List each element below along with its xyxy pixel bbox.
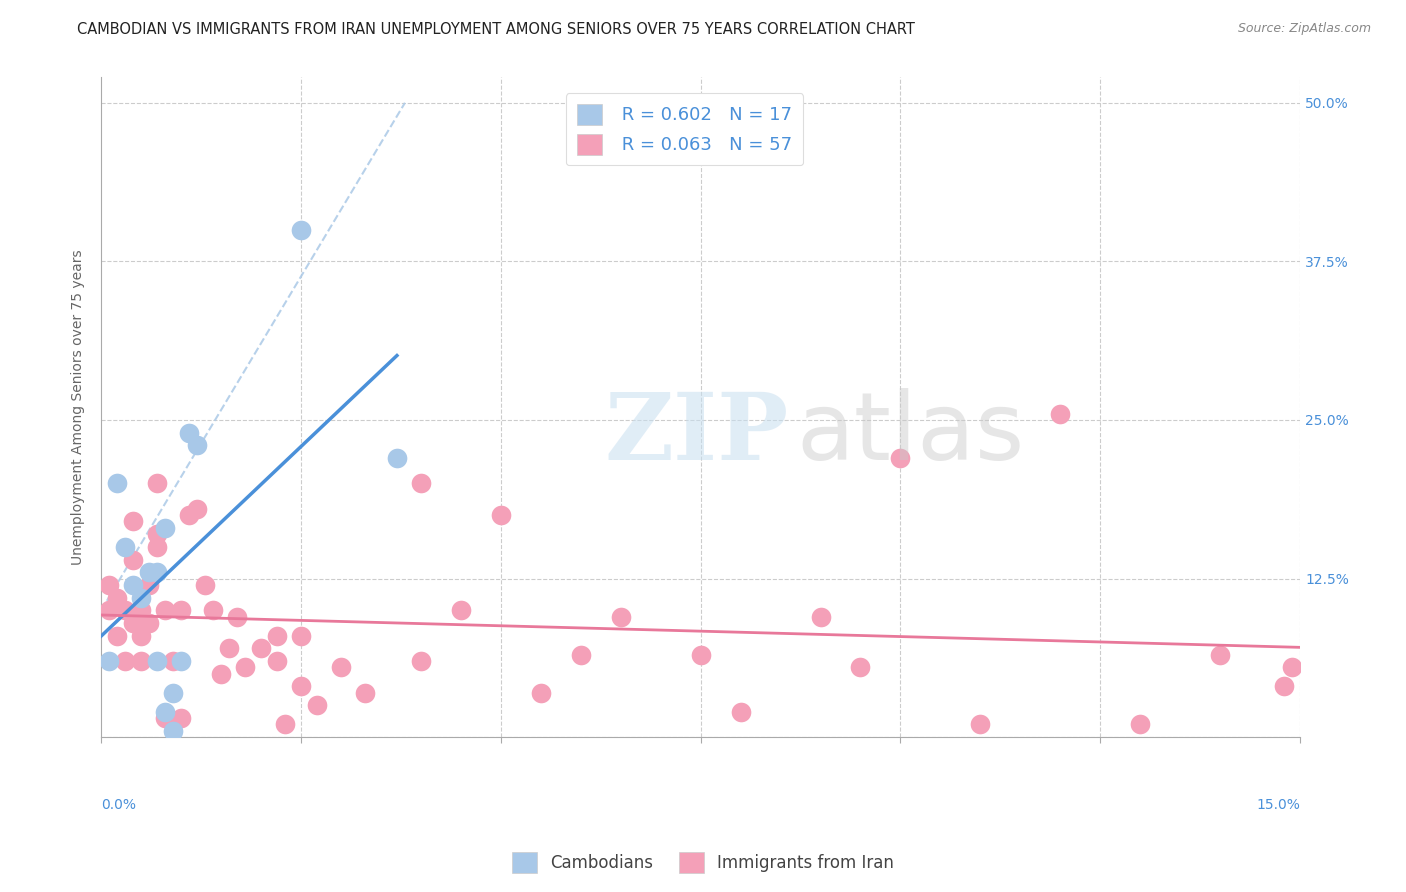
Point (233, 660, 256, 674)
Point (146, 540, 169, 554)
Point (179, 508, 201, 523)
Point (330, 660, 353, 674)
Point (170, 711, 193, 725)
Point (194, 578, 217, 592)
Point (489, 508, 512, 523)
Point (1129, 717, 1152, 731)
Point (146, 654, 169, 668)
Point (385, 451, 408, 466)
Text: 0.0%: 0.0% (101, 798, 136, 812)
Point (146, 527, 169, 541)
Point (122, 615, 145, 630)
Point (138, 615, 160, 630)
Point (409, 654, 432, 668)
Text: CAMBODIAN VS IMMIGRANTS FROM IRAN UNEMPLOYMENT AMONG SENIORS OVER 75 YEARS CORRE: CAMBODIAN VS IMMIGRANTS FROM IRAN UNEMPL… (77, 22, 915, 37)
Point (146, 566, 169, 580)
Point (530, 686, 553, 700)
Point (186, 438, 208, 452)
Point (179, 425, 201, 440)
Point (129, 654, 152, 668)
Point (153, 711, 176, 725)
Point (138, 578, 160, 592)
Point (170, 603, 193, 617)
Point (153, 603, 176, 617)
Legend:  R = 0.602   N = 17,  R = 0.063   N = 57: R = 0.602 N = 17, R = 0.063 N = 57 (565, 93, 803, 166)
Point (202, 603, 225, 617)
Point (305, 698, 328, 713)
Point (146, 476, 169, 491)
Point (409, 476, 432, 491)
Point (450, 603, 472, 617)
Point (153, 705, 176, 719)
Y-axis label: Unemployment Among Seniors over 75 years: Unemployment Among Seniors over 75 years (72, 250, 86, 566)
Point (153, 521, 176, 535)
Point (129, 629, 152, 643)
Point (114, 603, 136, 617)
Point (266, 629, 288, 643)
Text: atlas: atlas (797, 388, 1025, 480)
Point (105, 591, 128, 605)
Point (129, 591, 152, 605)
Point (569, 648, 592, 662)
Point (290, 680, 312, 694)
Text: Source: ZipAtlas.com: Source: ZipAtlas.com (1237, 22, 1371, 36)
Point (122, 578, 145, 592)
Point (290, 222, 312, 236)
Point (98, 578, 121, 592)
Point (209, 666, 232, 681)
Point (1272, 680, 1295, 694)
Point (274, 717, 297, 731)
Point (250, 641, 273, 656)
Point (1049, 407, 1071, 421)
Point (105, 476, 128, 491)
Point (609, 609, 631, 624)
Point (1281, 660, 1303, 674)
Point (162, 723, 184, 738)
Point (122, 515, 145, 529)
Legend: Cambodians, Immigrants from Iran: Cambodians, Immigrants from Iran (506, 846, 900, 880)
Point (1209, 648, 1232, 662)
Point (290, 629, 312, 643)
Point (170, 654, 193, 668)
Point (266, 654, 288, 668)
Point (122, 552, 145, 566)
Point (105, 629, 128, 643)
Point (98, 603, 121, 617)
Point (969, 717, 991, 731)
Point (138, 566, 160, 580)
Point (98, 654, 121, 668)
Point (162, 654, 184, 668)
Point (114, 540, 136, 554)
Text: ZIP: ZIP (605, 389, 789, 479)
Point (354, 686, 377, 700)
Point (226, 609, 249, 624)
Point (689, 648, 711, 662)
Point (849, 660, 872, 674)
Point (114, 654, 136, 668)
Point (889, 451, 911, 466)
Point (162, 686, 184, 700)
Point (730, 705, 752, 719)
Point (218, 641, 240, 656)
Point (810, 609, 832, 624)
Text: 15.0%: 15.0% (1256, 798, 1301, 812)
Point (129, 603, 152, 617)
Point (186, 501, 208, 516)
